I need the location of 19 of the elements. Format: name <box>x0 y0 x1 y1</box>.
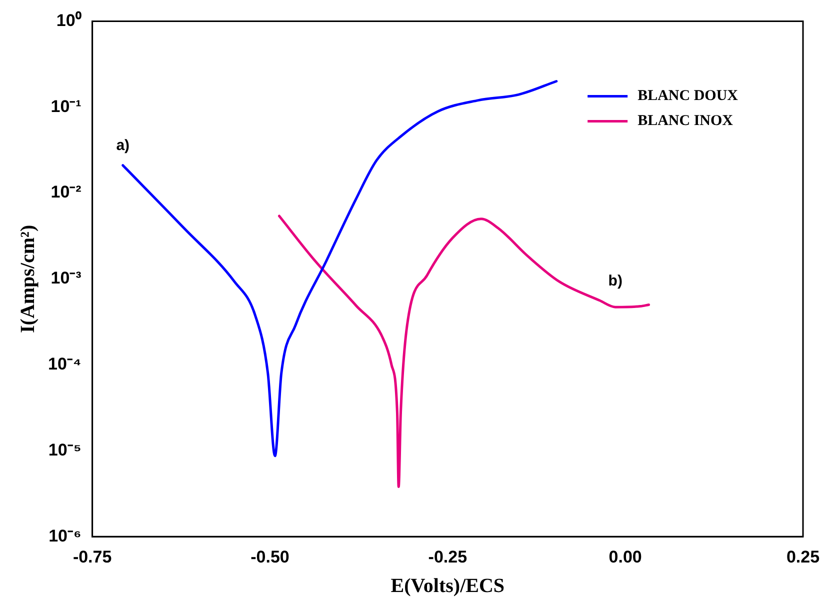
y-axis-title: I(Amps/cm²) <box>17 224 40 333</box>
y-tick-label: 10⁻⁶ <box>48 526 82 546</box>
x-tick-label: -0.75 <box>72 547 112 566</box>
line-series <box>278 214 650 488</box>
y-tick-label: 10⁻³ <box>50 268 82 288</box>
legend-label: BLANC INOX <box>638 113 734 130</box>
annotation: b) <box>608 272 622 290</box>
y-tick-label: 10⁻¹ <box>50 96 82 116</box>
y-tick-label: 10⁻⁴ <box>48 354 82 374</box>
annotation: a) <box>116 136 130 154</box>
x-axis-title: E(Volts)/ECS <box>390 575 505 598</box>
y-tick-label: 10⁻² <box>50 182 82 202</box>
legend-label: BLANC DOUX <box>638 88 738 104</box>
x-tick-label: -0.25 <box>428 547 468 566</box>
x-tick-label: 0.00 <box>608 547 642 566</box>
y-tick-label: 10⁻⁵ <box>48 440 82 460</box>
x-tick-label: -0.50 <box>250 547 290 566</box>
x-tick-label: 0.25 <box>786 547 820 566</box>
y-tick-label: 10⁰ <box>56 10 82 30</box>
